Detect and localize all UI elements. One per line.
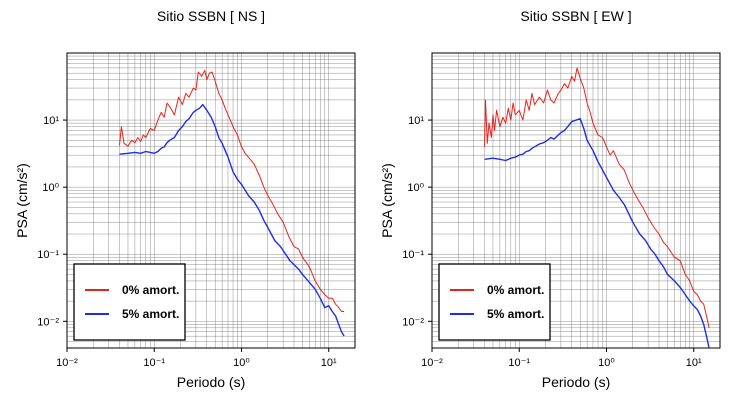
x-tick-label: 10⁻² <box>56 357 78 369</box>
series-group <box>484 67 710 348</box>
x-axis-label: Periodo (s) <box>177 374 245 390</box>
x-axis-label: Periodo (s) <box>542 374 610 390</box>
chart-panel-2: 10⁻² 10⁻² 10⁻¹ 10⁻¹ 10⁰ 10⁰ 10¹ 10¹ Sitio SSBN [… <box>379 8 721 390</box>
plot-frame <box>66 52 356 349</box>
legend-box <box>73 263 186 341</box>
legend-label: 5% amort. <box>487 307 544 321</box>
legend-label: 0% amort. <box>487 283 544 297</box>
x-tick-label: 10¹ <box>686 357 702 369</box>
series-line-red <box>484 67 710 328</box>
x-tick-label: 10⁻¹ <box>143 357 165 369</box>
series-group <box>119 69 345 337</box>
y-tick-label: 10¹ <box>408 115 424 127</box>
y-axis-label: PSA (cm/s²) <box>379 163 395 238</box>
series-line-red <box>119 69 345 312</box>
y-tick-label: 10⁰ <box>42 182 59 194</box>
y-tick-label: 10⁻¹ <box>37 249 59 261</box>
series-line-blue <box>484 117 710 348</box>
y-tick-label: 10¹ <box>43 115 59 127</box>
y-tick-label: 10⁻² <box>402 316 424 328</box>
chart-title: Sitio SSBN [ NS ] <box>157 8 265 24</box>
y-tick-label: 10⁻² <box>37 316 59 328</box>
x-tick-label: 10⁰ <box>233 357 250 369</box>
series-line-blue <box>119 103 345 337</box>
legend-label: 0% amort. <box>122 283 179 297</box>
x-tick-label: 10⁰ <box>598 357 615 369</box>
plot-frame <box>431 52 721 349</box>
y-axis-label: PSA (cm/s²) <box>14 163 30 238</box>
x-tick-label: 10⁻¹ <box>508 357 530 369</box>
x-tick-label: 10⁻² <box>421 357 443 369</box>
chart-panel-1: 10⁻² 10⁻² 10⁻¹ 10⁻¹ 10⁰ 10⁰ 10¹ 10¹ Sitio SSBN [… <box>14 8 356 390</box>
legend-label: 5% amort. <box>122 307 179 321</box>
legend: 0% amort. 5% amort. <box>73 263 186 341</box>
y-tick-label: 10⁰ <box>407 182 424 194</box>
legend: 0% amort. 5% amort. <box>438 263 551 341</box>
chart-title: Sitio SSBN [ EW ] <box>520 8 631 24</box>
legend-box <box>438 263 551 341</box>
y-tick-label: 10⁻¹ <box>402 249 424 261</box>
x-tick-label: 10¹ <box>321 357 337 369</box>
